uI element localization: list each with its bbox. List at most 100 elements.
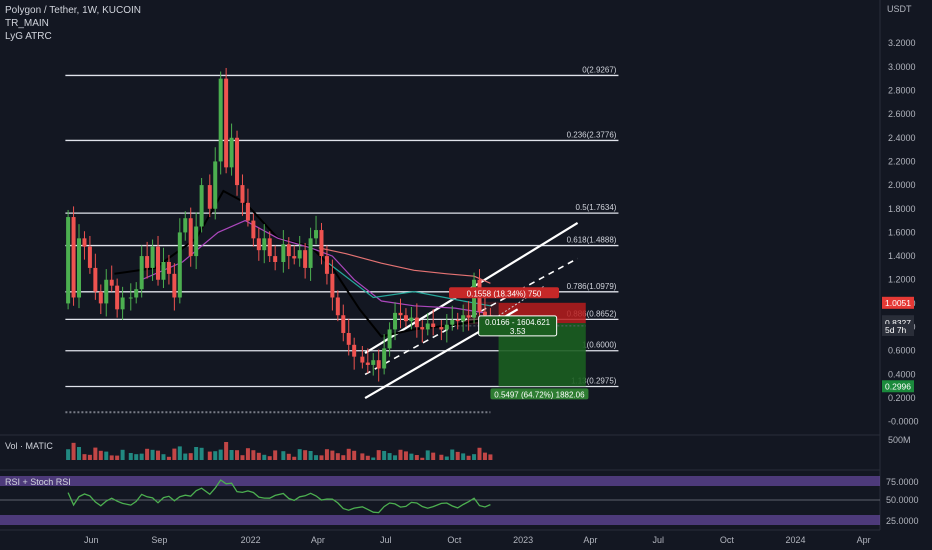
fib-level-label: 0(2.9267) bbox=[582, 65, 617, 74]
volume-bar bbox=[172, 448, 177, 460]
indicator-lyg-atrc[interactable]: LyG ATRC bbox=[5, 31, 52, 42]
candle-body bbox=[319, 230, 324, 257]
time-axis-label: 2024 bbox=[786, 535, 806, 545]
volume-bar bbox=[240, 455, 245, 460]
candle-body bbox=[240, 185, 245, 203]
candle-body bbox=[425, 323, 430, 330]
volume-bar bbox=[177, 446, 182, 460]
volume-bar bbox=[409, 453, 414, 460]
volume-bar bbox=[109, 455, 114, 460]
rsi-line bbox=[67, 479, 491, 514]
volume-bar bbox=[455, 451, 460, 460]
volume-bar bbox=[286, 453, 291, 460]
volume-bar bbox=[477, 447, 482, 460]
price-tick-label: 1.2000 bbox=[888, 275, 916, 285]
rsi-oversold-band bbox=[0, 515, 880, 525]
fib-level-label: 0.786(1.0979) bbox=[567, 282, 617, 291]
volume-bar bbox=[150, 449, 155, 460]
volume-bar bbox=[308, 451, 313, 460]
candle-body bbox=[341, 315, 346, 333]
candle-body bbox=[382, 348, 387, 369]
candle-body bbox=[286, 244, 291, 257]
volume-bar bbox=[314, 455, 319, 460]
volume-bar bbox=[267, 456, 272, 460]
price-axis-currency: USDT bbox=[887, 4, 912, 14]
candle-body bbox=[330, 273, 335, 298]
volume-bar bbox=[82, 454, 87, 460]
candle-body bbox=[229, 137, 234, 168]
volume-bar bbox=[166, 456, 171, 460]
candle-body bbox=[292, 256, 297, 259]
volume-bar bbox=[461, 453, 466, 460]
candle-body bbox=[82, 238, 87, 247]
volume-bar bbox=[346, 448, 351, 460]
volume-bar bbox=[335, 453, 340, 460]
candle-body bbox=[450, 319, 455, 325]
price-tick-label: -0.0000 bbox=[888, 417, 919, 427]
candle-body bbox=[431, 323, 436, 328]
volume-bar bbox=[245, 448, 250, 460]
volume-bar bbox=[194, 447, 199, 460]
candle-body bbox=[414, 317, 419, 328]
candle-body bbox=[120, 297, 125, 310]
rsi-tick-label: 25.0000 bbox=[886, 516, 919, 526]
volume-bar bbox=[128, 453, 133, 460]
volume-bar bbox=[450, 449, 455, 460]
volume-pane-label[interactable]: Vol · MATIC bbox=[5, 441, 53, 451]
candle-body bbox=[166, 262, 171, 274]
price-tick-label: 2.6000 bbox=[888, 109, 916, 119]
candle-body bbox=[409, 317, 414, 322]
volume-bar bbox=[281, 451, 286, 460]
volume-bar bbox=[341, 455, 346, 460]
price-tick-label: 3.2000 bbox=[888, 38, 916, 48]
volume-bar bbox=[183, 453, 188, 460]
candle-body bbox=[324, 256, 329, 274]
candle-body bbox=[308, 238, 313, 268]
candle-body bbox=[93, 267, 98, 292]
volume-bar bbox=[297, 449, 302, 460]
rsi-tick-label: 75.0000 bbox=[886, 477, 919, 487]
price-tag-text: 0.8327 bbox=[885, 318, 911, 328]
time-axis-label: Jun bbox=[84, 535, 99, 545]
candle-body bbox=[77, 238, 82, 298]
volume-bar bbox=[229, 450, 234, 460]
volume-bar bbox=[104, 451, 109, 460]
position-center-label-text: 3.53 bbox=[510, 327, 526, 336]
time-axis-label: Oct bbox=[720, 535, 735, 545]
price-tag-text: 0.2996 bbox=[885, 381, 911, 391]
candle-body bbox=[115, 285, 120, 310]
symbol-title[interactable]: Polygon / Tether, 1W, KUCOIN bbox=[5, 5, 141, 16]
position-center-label-text: 0.0166 - 1604.621 bbox=[485, 318, 550, 327]
candle-body bbox=[371, 360, 376, 365]
indicator-tr-main[interactable]: TR_MAIN bbox=[5, 18, 49, 29]
volume-tick-label: 500M bbox=[888, 435, 911, 445]
volume-bar bbox=[360, 453, 365, 460]
candle-body bbox=[177, 232, 182, 298]
time-axis-label: Jul bbox=[380, 535, 392, 545]
volume-bar bbox=[319, 455, 324, 460]
candle-body bbox=[398, 312, 403, 316]
candle-body bbox=[161, 262, 166, 280]
volume-bar bbox=[256, 452, 261, 460]
volume-bar bbox=[66, 449, 71, 460]
volume-bar bbox=[425, 450, 430, 460]
volume-bar bbox=[352, 450, 357, 460]
volume-bar bbox=[393, 455, 398, 460]
volume-bar bbox=[303, 450, 308, 460]
candle-body bbox=[365, 362, 370, 365]
price-tick-label: 1.8000 bbox=[888, 204, 916, 214]
candle-body bbox=[66, 217, 71, 304]
time-axis-label: Sep bbox=[151, 535, 167, 545]
volume-bar bbox=[431, 452, 436, 460]
volume-bar bbox=[71, 442, 76, 460]
time-axis-label: Apr bbox=[311, 535, 325, 545]
volume-bar bbox=[120, 449, 125, 460]
volume-bar bbox=[439, 454, 444, 460]
price-axis-panel bbox=[880, 0, 932, 550]
candle-body bbox=[461, 315, 466, 322]
rsi-pane-label[interactable]: RSI + Stoch RSI bbox=[5, 477, 71, 487]
volume-bar bbox=[77, 447, 82, 460]
fib-level-label: 0.5(1.7634) bbox=[576, 203, 617, 212]
volume-bar bbox=[235, 450, 240, 460]
